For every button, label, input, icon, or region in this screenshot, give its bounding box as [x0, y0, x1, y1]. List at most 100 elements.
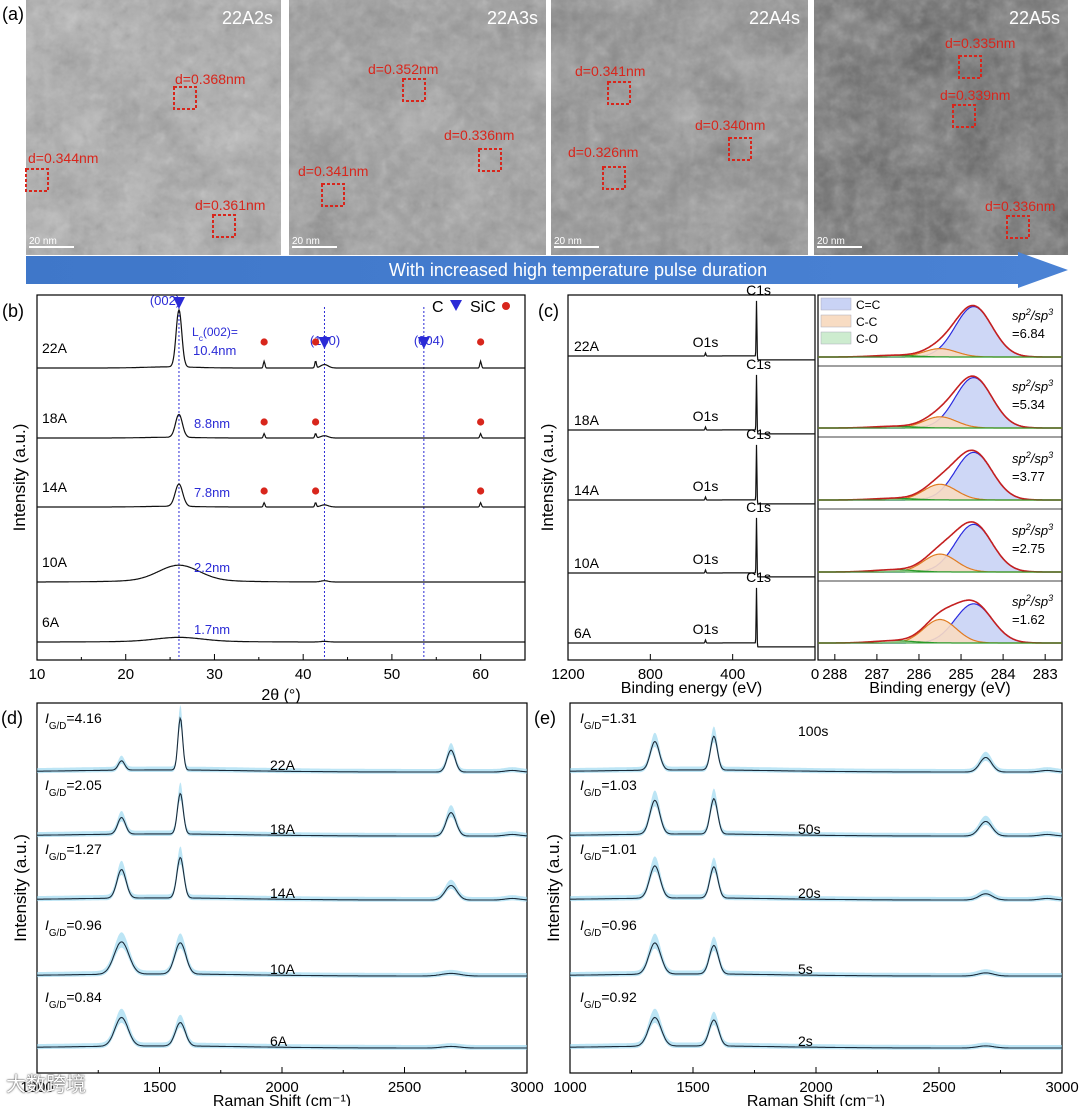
raman-band-100s	[570, 726, 1062, 774]
pulse-duration-arrow: With increased high temperature pulse du…	[26, 252, 1068, 288]
text-part: /sp	[1030, 451, 1048, 466]
o1s-peak-label: O1s	[693, 408, 719, 424]
text-part: I	[580, 710, 584, 726]
legend-label-C=C: C=C	[856, 298, 881, 312]
series-label-18A: 18A	[270, 821, 296, 837]
legend-label-C-C: C-C	[856, 315, 878, 329]
legend-swatch-C-C	[820, 314, 852, 328]
lattice-box	[607, 81, 631, 105]
sp-ratio-value: =2.75	[1012, 541, 1045, 556]
sp-ratio-value: =1.62	[1012, 612, 1045, 627]
xrd-series-6A	[37, 636, 525, 643]
x-axis-label: 2θ (°)	[261, 687, 300, 704]
text-part: I	[45, 777, 49, 793]
x-tick-label: 3000	[510, 1079, 543, 1096]
text-part: I	[580, 917, 584, 933]
carbon-peak-marker	[172, 297, 185, 309]
raman-band-14A	[37, 846, 527, 902]
lattice-box	[602, 166, 626, 190]
panel-label: (d)	[1, 708, 23, 728]
series-label-22A: 22A	[574, 338, 600, 354]
x-tick-label: 1000	[553, 1079, 586, 1096]
sp3-component-fill	[818, 348, 1062, 357]
tem-image-22a2s: 22A2s 20 nm d=0.368nm d=0.344nm d=0.361nm	[25, 0, 281, 255]
raman-series-100s	[570, 735, 1062, 773]
lc-value-22A: 10.4nm	[193, 343, 236, 358]
igd-ratio-label: IG/D=0.84	[45, 989, 102, 1011]
lattice-spacing-label: d=0.339nm	[940, 87, 1010, 103]
text-part: G/D	[584, 928, 601, 939]
series-label-18A: 18A	[42, 410, 68, 426]
legend-swatch-C=C	[820, 297, 852, 311]
xps-survey-series-22A	[568, 300, 815, 361]
sp-ratio-heading: sp2/sp3	[1012, 378, 1053, 394]
c1s-peak-label: C1s	[746, 426, 771, 442]
igd-ratio-label: IG/D=0.92	[580, 989, 637, 1011]
raman-series-20s	[570, 865, 1062, 901]
sp2-component-fill	[818, 603, 1062, 643]
sp2-component-fill	[818, 524, 1062, 572]
xrd-series-10A	[37, 564, 525, 583]
text-part: =0.84	[66, 989, 102, 1005]
igd-ratio-label: IG/D=1.01	[580, 841, 637, 863]
raman-series-6A	[37, 1016, 527, 1049]
panel-d-raman-chart: (d) 1000 1500 2000 2500 3000 Raman Shift (cm⁻¹…	[1, 702, 544, 1106]
text-part: Raman Shift (cm⁻¹)	[213, 1093, 351, 1106]
text-part: G/D	[584, 788, 601, 799]
c1s-peak-label: C1s	[746, 499, 771, 515]
text-part: I	[580, 841, 584, 857]
text-part: /sp	[1030, 523, 1048, 538]
lattice-spacing-label: d=0.344nm	[28, 150, 98, 166]
legend-c-marker	[450, 300, 462, 311]
lc-value-10A: 2.2nm	[194, 560, 230, 575]
legend-label-C-O: C-O	[856, 332, 878, 346]
sp-ratio-heading: sp2/sp3	[1012, 307, 1053, 323]
text-part: G/D	[584, 721, 601, 732]
panel-b-label: (b)	[2, 301, 24, 321]
lattice-box	[1006, 215, 1030, 239]
watermark: 大数跨境	[6, 1072, 86, 1096]
lc-label: Lc(002)=	[192, 325, 238, 343]
sp3-component-fill	[818, 416, 1062, 428]
raman-band-2s	[570, 1008, 1062, 1050]
text-part: =0.96	[66, 917, 102, 933]
y-axis-label: Intensity (a.u.)	[10, 424, 29, 532]
x-tick-label: 30	[206, 666, 223, 683]
text-part: 2	[1025, 593, 1031, 603]
xrd-series-18A	[37, 413, 525, 439]
series-label-6A: 6A	[574, 625, 592, 641]
tem-fringes	[289, 0, 546, 255]
sic-marker	[477, 338, 485, 346]
x-tick-label: 40	[295, 666, 312, 683]
tem-image-22a4s: 22A4s 20 nm d=0.341nm d=0.340nm d=0.326nm	[551, 0, 808, 255]
sic-marker	[477, 418, 485, 426]
raman-series-5s	[570, 942, 1062, 977]
scale-bar-label: 20 nm	[292, 236, 320, 247]
text-part: G/D	[49, 928, 66, 939]
tem-fringes	[26, 0, 281, 255]
legend-sic-label: SiC	[470, 299, 496, 316]
raman-band-5s	[570, 933, 1062, 978]
tem-title: 22A4s	[749, 8, 800, 28]
x-tick-label: 283	[1033, 666, 1058, 683]
o1s-peak-label: O1s	[693, 621, 719, 637]
igd-ratio-label: IG/D=2.05	[45, 777, 102, 799]
scale-bar-label: 20 nm	[817, 236, 845, 247]
text-part: I	[45, 989, 49, 1005]
lattice-box	[952, 104, 976, 128]
sp3-component-fill	[818, 484, 1062, 500]
text-part: I	[45, 710, 49, 726]
x-tick-label: 800	[638, 666, 663, 683]
y-axis-label: Intensity (a.u.)	[544, 834, 563, 942]
x-tick-label: 1500	[676, 1079, 709, 1096]
sic-marker	[312, 338, 320, 346]
plot-frame	[817, 294, 1063, 661]
x-tick-label: 60	[472, 666, 489, 683]
arrow-text: With increased high temperature pulse du…	[389, 260, 767, 280]
sp-ratio-heading: sp2/sp3	[1012, 593, 1053, 609]
panel-c-xps-c1s-chart: 288 287 286 285 284 283 Binding energy (eV) C=C…	[817, 294, 1063, 697]
series-label-6A: 6A	[42, 614, 60, 630]
tem-image-22a3s: 22A3s 20 nm d=0.352nm d=0.336nm d=0.341nm	[289, 0, 546, 255]
sp2-component-fill	[818, 452, 1062, 500]
